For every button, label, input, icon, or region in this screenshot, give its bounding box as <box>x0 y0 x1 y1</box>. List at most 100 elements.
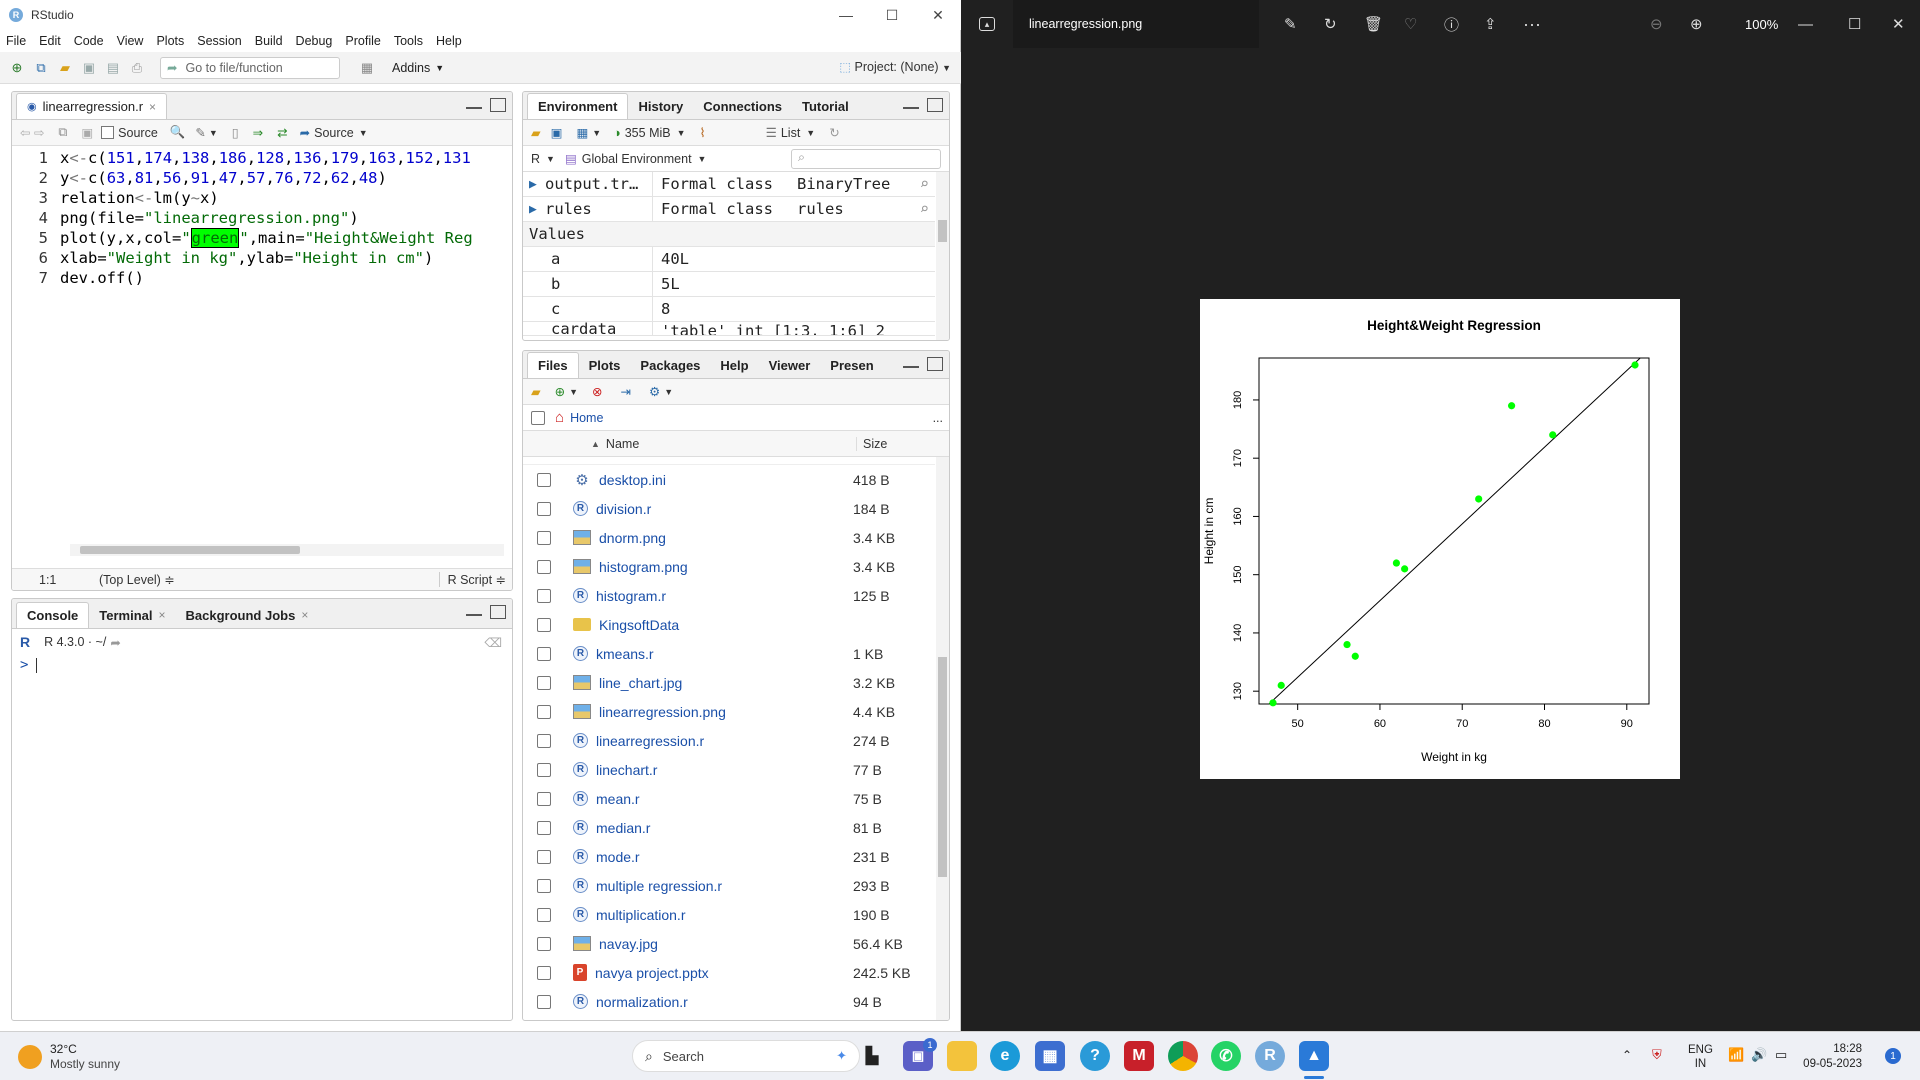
env-value-row[interactable]: cardata 'table' int [1:3, 1:6] 2 <box>523 322 935 336</box>
share-icon[interactable]: ⇪ <box>1484 16 1497 33</box>
tab-terminal[interactable]: Terminal × <box>89 602 175 628</box>
file-name[interactable]: histogram.r <box>596 587 667 604</box>
file-name[interactable]: mode.r <box>596 848 640 865</box>
menu-tools[interactable]: Tools <box>393 34 424 48</box>
new-blank-file-icon[interactable]: ⊕ <box>554 385 566 399</box>
menu-file[interactable]: File <box>6 34 27 48</box>
file-checkbox[interactable] <box>537 791 551 806</box>
tab-plots[interactable]: Plots <box>588 357 621 373</box>
new-project-icon[interactable]: ⧉ <box>36 59 46 75</box>
file-name[interactable]: multiplication.r <box>596 906 686 923</box>
favorite-icon[interactable]: ♡ <box>1404 16 1418 33</box>
notification-badge[interactable]: 1 <box>1885 1048 1901 1064</box>
minimize-button[interactable]: — <box>839 7 853 23</box>
save-all-icon[interactable]: ▤ <box>106 59 120 75</box>
project-menu[interactable]: ⬚ Project: (None) ▼ <box>839 59 951 74</box>
breadcrumb-home[interactable]: Home <box>570 410 604 425</box>
maximize-pane-icon[interactable] <box>490 605 506 619</box>
wifi-icon[interactable]: 📶 <box>1728 1047 1745 1062</box>
clock[interactable]: 18:28 09-05-2023 <box>1800 1042 1862 1072</box>
battery-icon[interactable]: ▭ <box>1775 1047 1788 1062</box>
menu-debug[interactable]: Debug <box>295 34 333 48</box>
file-row[interactable]: histogram.png 3.4 KB <box>523 552 935 581</box>
refresh-icon[interactable]: ↻ <box>829 126 840 140</box>
open-file-icon[interactable]: ▰ <box>60 59 70 75</box>
language-indicator[interactable]: ENG IN <box>1688 1043 1713 1071</box>
close-tab-icon[interactable]: × <box>158 608 166 622</box>
chrome-icon[interactable] <box>1168 1041 1198 1071</box>
code-tools-icon[interactable]: ✎ <box>195 126 206 140</box>
print-icon[interactable]: ⎙ <box>131 59 143 75</box>
delete-icon[interactable]: 🗑 <box>1364 16 1384 33</box>
rstudio-taskbar-icon[interactable]: R <box>1255 1041 1285 1071</box>
maximize-button[interactable]: ☐ <box>885 6 899 23</box>
show-in-window-icon[interactable]: ⧉ <box>58 125 68 139</box>
taskbar-search[interactable]: ⌕ Search ✦ <box>632 1040 860 1072</box>
env-search-input[interactable]: ⌕ <box>791 149 941 169</box>
minimize-pane-icon[interactable] <box>466 107 482 110</box>
more-options-button[interactable]: ... <box>932 410 943 425</box>
scrollbar-thumb[interactable] <box>938 657 947 877</box>
layout-grid-icon[interactable]: ▦ <box>360 59 374 75</box>
new-folder-icon[interactable]: ▰ <box>531 385 541 399</box>
tab-packages[interactable]: Packages <box>640 357 701 373</box>
maximize-pane-icon[interactable] <box>927 98 943 112</box>
file-name[interactable]: desktop.ini <box>599 471 666 488</box>
memory-usage[interactable]: 355 MiB <box>624 125 671 140</box>
edit-icon[interactable]: ✎ <box>1284 16 1297 33</box>
file-row[interactable]: dnorm.png 3.4 KB <box>523 523 935 552</box>
minimize-icon[interactable]: — <box>1798 15 1813 33</box>
menu-session[interactable]: Session <box>197 34 242 48</box>
clear-console-icon[interactable]: ⌫ <box>484 635 502 650</box>
menu-code[interactable]: Code <box>73 34 104 48</box>
minimize-pane-icon[interactable] <box>903 107 919 110</box>
file-name[interactable]: navay.jpg <box>599 935 658 952</box>
file-checkbox[interactable] <box>537 617 551 632</box>
tab-tutorial[interactable]: Tutorial <box>802 98 849 114</box>
file-checkbox[interactable] <box>537 588 551 603</box>
console-input[interactable]: > <box>20 657 38 673</box>
close-tab-icon[interactable]: × <box>149 99 157 114</box>
code-editor[interactable]: 1 x<-c(151,174,138,186,128,136,179,163,15… <box>12 148 512 558</box>
file-checkbox[interactable] <box>537 501 551 516</box>
save-doc-icon[interactable]: ▣ <box>81 126 94 140</box>
rotate-icon[interactable]: ↻ <box>1324 16 1337 33</box>
file-explorer-icon[interactable] <box>947 1041 977 1071</box>
file-name[interactable]: dnorm.png <box>599 529 666 546</box>
tab-environment[interactable]: Environment <box>527 93 629 119</box>
close-tab-icon[interactable]: × <box>301 608 309 622</box>
file-checkbox[interactable] <box>537 646 551 661</box>
help-icon[interactable]: ? <box>1080 1041 1110 1071</box>
info-icon[interactable]: ⓘ <box>1444 16 1460 34</box>
goto-file-input[interactable]: ➦ Go to file/function <box>160 56 340 79</box>
broom-icon[interactable]: ⌇ <box>699 126 706 140</box>
delete-icon[interactable]: ⊗ <box>592 385 603 399</box>
scrollbar-thumb[interactable] <box>938 220 947 242</box>
file-name[interactable]: navya project.pptx <box>595 964 709 981</box>
column-name-header[interactable]: Name <box>605 436 640 451</box>
menu-profile[interactable]: Profile <box>345 34 381 48</box>
search-icon[interactable]: 🔍 <box>169 125 186 139</box>
chevron-up-icon[interactable]: ⌃ <box>1622 1048 1633 1062</box>
close-icon[interactable]: ✕ <box>1892 16 1905 33</box>
menu-view[interactable]: View <box>116 34 144 48</box>
menu-build[interactable]: Build <box>254 34 283 48</box>
close-button[interactable]: ✕ <box>932 6 944 23</box>
file-name[interactable]: linechart.r <box>596 761 658 778</box>
file-checkbox[interactable] <box>537 733 551 748</box>
magnify-icon[interactable]: ⌕ <box>919 200 929 218</box>
file-row[interactable]: ⚙ desktop.ini 418 B <box>523 465 935 494</box>
file-row[interactable]: linearregression.png 4.4 KB <box>523 697 935 726</box>
edge-icon[interactable]: e <box>990 1041 1020 1071</box>
scope-selector[interactable]: Global Environment <box>581 151 692 166</box>
load-workspace-icon[interactable]: ▰ <box>531 126 541 140</box>
rerun-icon[interactable]: ⇄ <box>277 126 288 140</box>
file-checkbox[interactable] <box>537 878 551 893</box>
